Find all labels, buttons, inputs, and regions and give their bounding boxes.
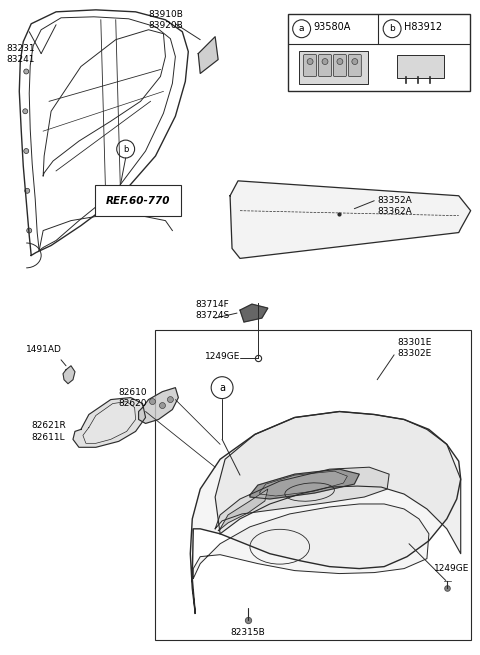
Text: H83912: H83912 [404, 22, 442, 32]
Circle shape [159, 403, 166, 409]
Polygon shape [63, 365, 75, 384]
Text: 1249GE: 1249GE [205, 352, 240, 361]
Polygon shape [73, 398, 145, 447]
Text: 93580A: 93580A [313, 22, 351, 32]
Circle shape [337, 58, 343, 65]
Text: 83301E
83302E: 83301E 83302E [397, 338, 432, 358]
FancyBboxPatch shape [397, 54, 444, 79]
Polygon shape [198, 37, 218, 73]
Circle shape [352, 58, 358, 65]
FancyBboxPatch shape [348, 54, 361, 77]
Text: REF.60-770: REF.60-770 [106, 196, 170, 206]
Circle shape [23, 109, 28, 114]
Circle shape [168, 396, 173, 403]
Text: 1249GE: 1249GE [434, 563, 469, 572]
FancyBboxPatch shape [288, 14, 469, 92]
Polygon shape [83, 402, 136, 443]
FancyBboxPatch shape [304, 54, 316, 77]
Circle shape [322, 58, 328, 65]
Text: b: b [389, 24, 395, 33]
Text: 1491AD: 1491AD [26, 345, 62, 354]
Polygon shape [139, 388, 179, 423]
FancyBboxPatch shape [156, 330, 471, 640]
Polygon shape [215, 467, 389, 529]
Text: 83910B
83920B: 83910B 83920B [148, 10, 183, 30]
Circle shape [25, 188, 30, 193]
Text: b: b [123, 145, 128, 153]
Circle shape [24, 149, 29, 153]
Circle shape [27, 228, 32, 233]
Text: a: a [299, 24, 304, 33]
FancyBboxPatch shape [334, 54, 347, 77]
Circle shape [24, 69, 29, 74]
Polygon shape [190, 411, 461, 613]
Text: a: a [219, 383, 225, 392]
Text: 82621R
82611L: 82621R 82611L [31, 421, 66, 441]
Circle shape [150, 399, 156, 405]
FancyBboxPatch shape [299, 50, 368, 84]
Text: 82610
82620: 82610 82620 [119, 388, 147, 408]
Polygon shape [250, 469, 360, 499]
Polygon shape [215, 411, 461, 553]
Circle shape [307, 58, 313, 65]
Polygon shape [240, 304, 268, 322]
Polygon shape [230, 181, 471, 259]
Polygon shape [193, 504, 429, 578]
Text: 83352A
83362A: 83352A 83362A [377, 196, 412, 216]
Polygon shape [218, 489, 268, 531]
Text: 83231
83241: 83231 83241 [6, 44, 35, 64]
Text: 83714F
83724S: 83714F 83724S [195, 300, 229, 320]
Polygon shape [260, 471, 348, 496]
FancyBboxPatch shape [319, 54, 332, 77]
Text: 82315B: 82315B [230, 628, 265, 637]
